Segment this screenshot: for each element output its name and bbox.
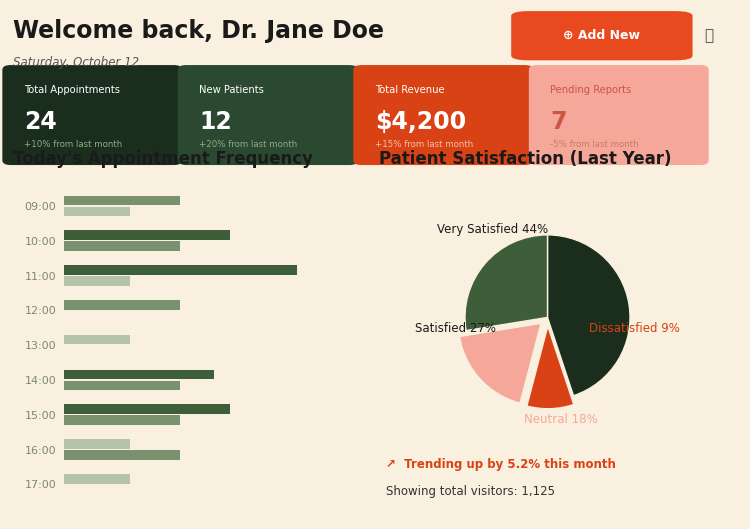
FancyBboxPatch shape	[512, 11, 692, 60]
Text: Satisfied 27%: Satisfied 27%	[416, 322, 497, 335]
Text: Neutral 18%: Neutral 18%	[524, 413, 598, 426]
Text: ↗  Trending up by 5.2% this month: ↗ Trending up by 5.2% this month	[386, 458, 616, 471]
Wedge shape	[460, 323, 541, 403]
Text: Patient Satisfaction (Last Year): Patient Satisfaction (Last Year)	[379, 150, 671, 168]
Text: +20% from last month: +20% from last month	[200, 140, 298, 149]
Text: Very Satisfied 44%: Very Satisfied 44%	[437, 223, 548, 236]
Bar	[64, 230, 230, 240]
Text: -5% from last month: -5% from last month	[550, 140, 639, 149]
FancyBboxPatch shape	[529, 65, 709, 165]
Text: Showing total visitors: 1,125: Showing total visitors: 1,125	[386, 485, 555, 498]
Bar	[64, 265, 297, 275]
Bar	[64, 276, 130, 286]
Text: Pending Reports: Pending Reports	[550, 85, 632, 95]
Bar	[64, 300, 181, 309]
Bar	[64, 196, 181, 205]
Bar	[64, 404, 230, 414]
Text: ⊕ Add New: ⊕ Add New	[563, 29, 640, 42]
Bar	[64, 335, 130, 344]
FancyBboxPatch shape	[353, 65, 533, 165]
Bar	[64, 207, 130, 216]
Text: Saturday, October 12: Saturday, October 12	[13, 56, 140, 69]
Wedge shape	[526, 326, 574, 409]
Bar	[64, 370, 214, 379]
Text: +15% from last month: +15% from last month	[375, 140, 473, 149]
Bar	[64, 415, 181, 425]
Bar	[64, 450, 181, 460]
FancyBboxPatch shape	[178, 65, 358, 165]
Bar	[64, 439, 130, 449]
Text: Dissatisfied 9%: Dissatisfied 9%	[589, 322, 680, 335]
Text: 12: 12	[200, 110, 232, 133]
Text: Total Appointments: Total Appointments	[24, 85, 120, 95]
Text: 🔔: 🔔	[704, 28, 713, 43]
Text: $4,200: $4,200	[375, 110, 466, 133]
FancyBboxPatch shape	[2, 65, 182, 165]
Text: New Patients: New Patients	[200, 85, 264, 95]
Bar	[64, 474, 130, 484]
Text: +10% from last month: +10% from last month	[24, 140, 122, 149]
Text: Total Revenue: Total Revenue	[375, 85, 445, 95]
Text: Welcome back, Dr. Jane Doe: Welcome back, Dr. Jane Doe	[13, 19, 385, 42]
Bar	[64, 241, 181, 251]
Text: 7: 7	[550, 110, 567, 133]
Bar	[64, 381, 181, 390]
Text: 24: 24	[24, 110, 57, 133]
Text: Today's Appointment Frequency: Today's Appointment Frequency	[13, 150, 314, 168]
Wedge shape	[548, 235, 630, 396]
Wedge shape	[465, 235, 548, 331]
